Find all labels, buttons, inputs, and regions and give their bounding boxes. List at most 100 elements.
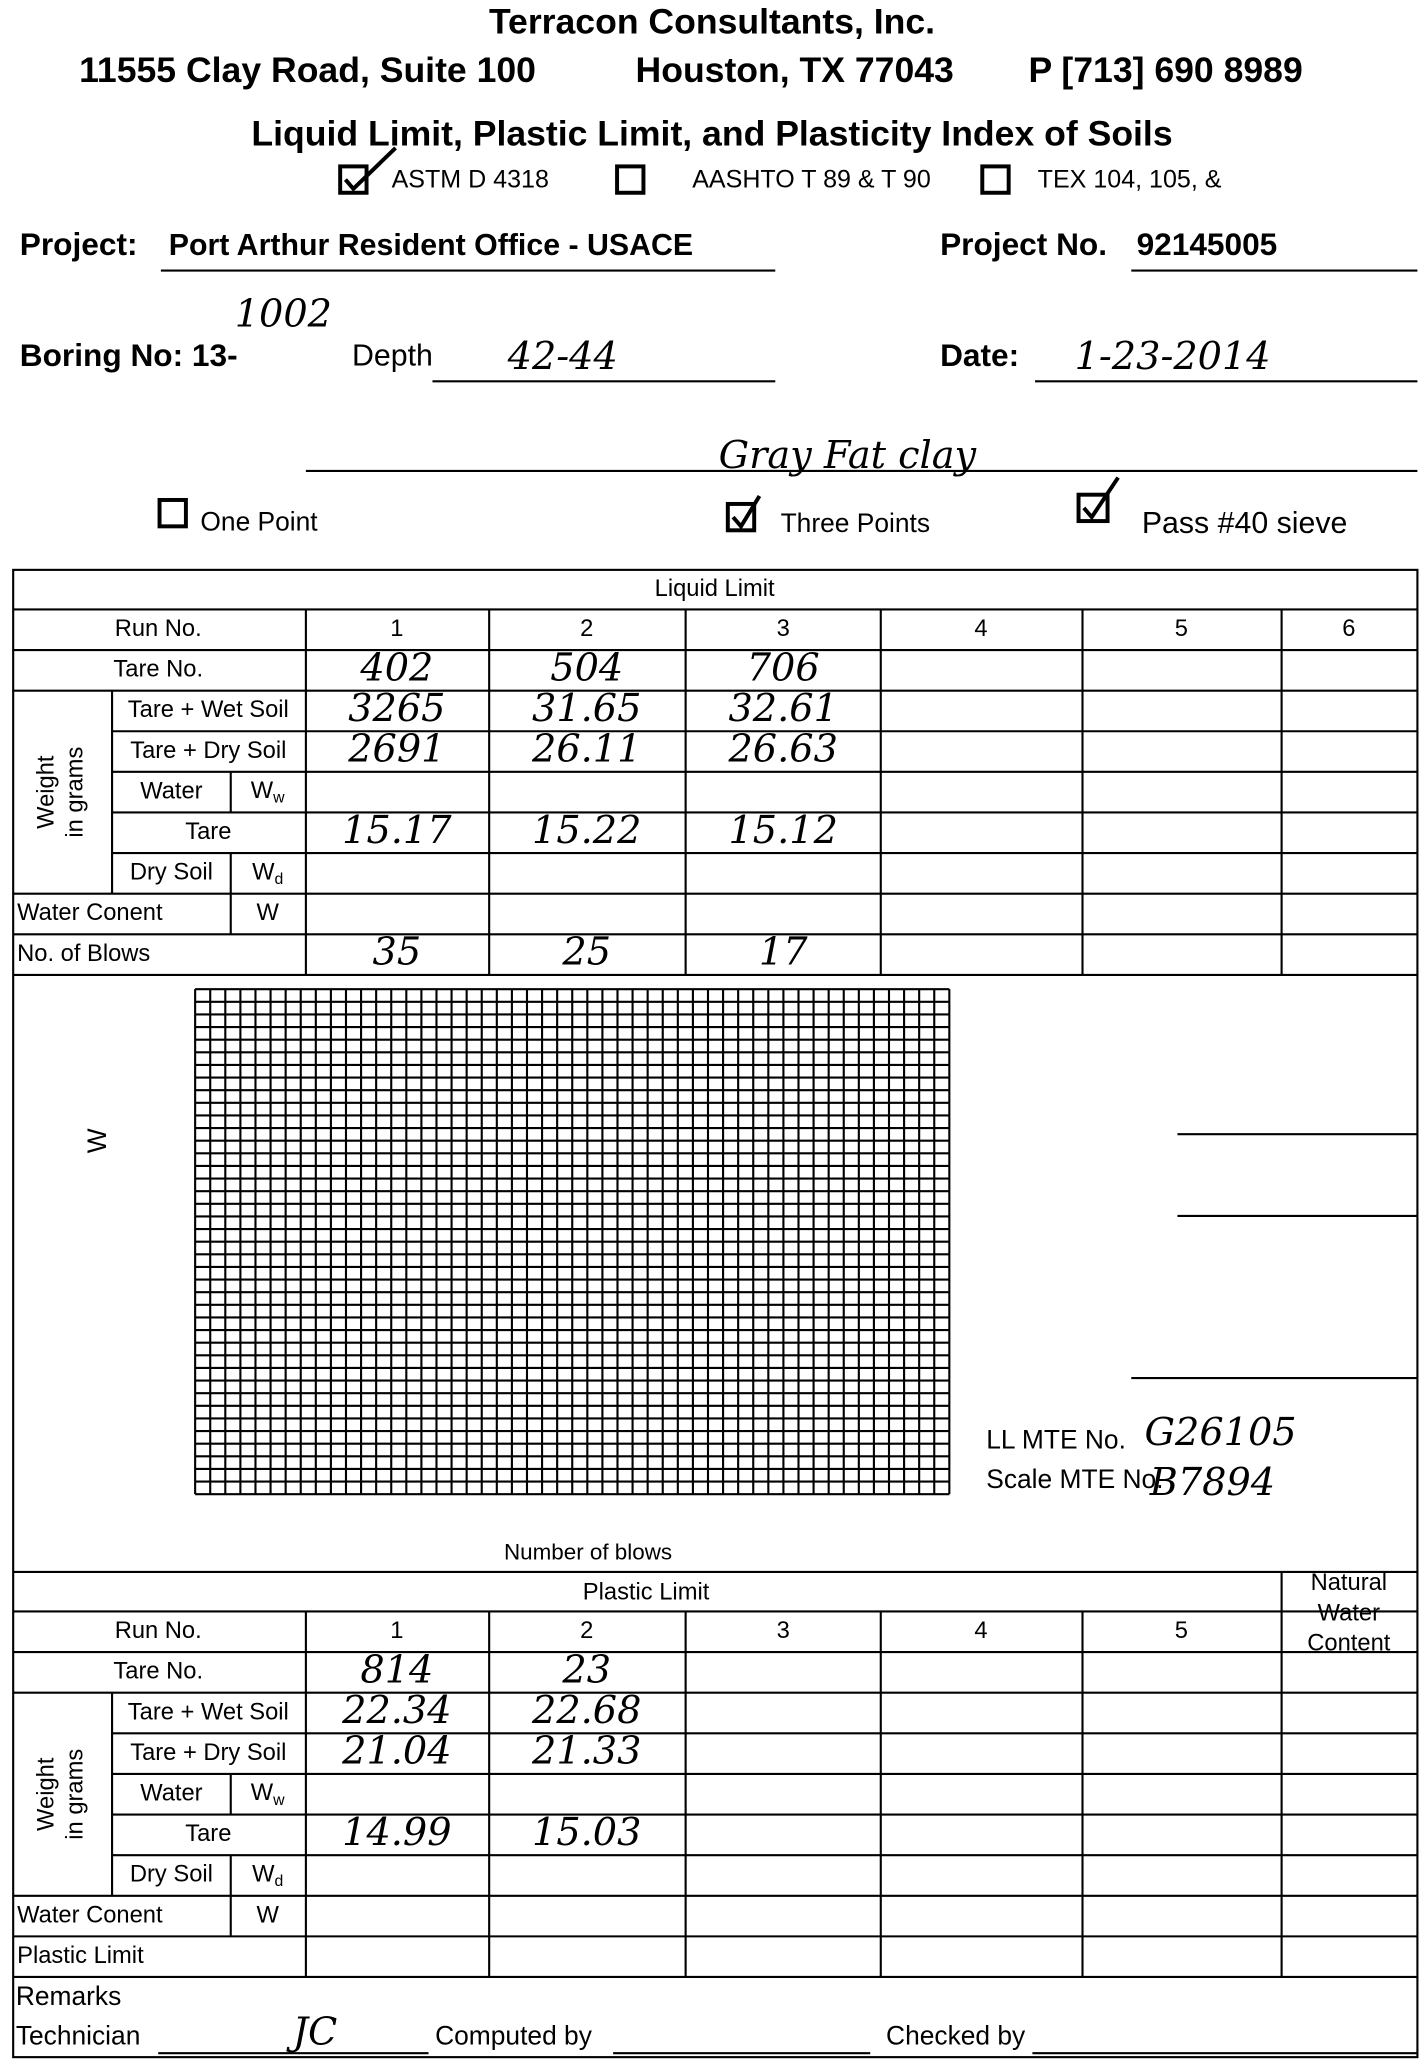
run-number: 2: [580, 1618, 593, 1644]
checkbox-tex: [980, 164, 1011, 195]
check-mark: [1082, 476, 1120, 521]
symbol-main: W: [252, 1862, 275, 1888]
entry: 23: [561, 1648, 611, 1692]
row-label: Tare: [185, 1821, 231, 1847]
standard: TEX 104, 105, &: [1038, 166, 1222, 194]
entry: 22.68: [531, 1689, 641, 1733]
entry: 21.04: [341, 1730, 451, 1774]
label: Project:: [20, 226, 138, 262]
entry: 15.12: [728, 809, 837, 853]
entry: B7894: [1149, 1461, 1275, 1505]
row-label: No. of Blows: [17, 941, 150, 967]
run-number: 1: [390, 616, 403, 642]
label: Technician: [16, 2020, 141, 2050]
label: Boring No: 13-: [20, 337, 238, 373]
row-label: Tare: [185, 819, 231, 845]
row-label: Water Conent: [17, 900, 163, 926]
section-title: Plastic Limit: [583, 1579, 710, 1605]
label: Date:: [940, 337, 1019, 373]
entry: 15.22: [532, 809, 641, 853]
label: LL MTE No.: [986, 1424, 1126, 1454]
entry: JC: [286, 2011, 338, 2055]
column-header: Water: [1318, 1600, 1380, 1626]
run-number: 6: [1342, 616, 1355, 642]
option: Three Points: [781, 508, 930, 538]
entry: 31.65: [532, 687, 641, 731]
check-mark: [731, 494, 762, 530]
symbol-main: W: [252, 860, 275, 886]
entry: 21.33: [531, 1730, 641, 1774]
section-title: Liquid Limit: [655, 576, 775, 602]
symbol-sub: w: [272, 790, 285, 807]
row-label: Tare No.: [113, 657, 203, 683]
entry: 32.61: [728, 687, 837, 731]
symbol: Ww: [251, 1781, 285, 1809]
label: Scale MTE No.: [986, 1464, 1163, 1494]
entry: G26105: [1144, 1411, 1296, 1455]
entry: 15.17: [342, 809, 452, 853]
label: Project No.: [940, 226, 1107, 262]
group-label: Weight: [34, 1757, 60, 1831]
group-label: Weight: [34, 755, 60, 829]
form-title: Liquid Limit, Plastic Limit, and Plastic…: [251, 113, 1172, 153]
run-number: 4: [974, 1618, 987, 1644]
row-label: Tare + Dry Soil: [130, 1740, 286, 1766]
date: 1-23-2014: [1075, 335, 1271, 379]
entry: 706: [747, 646, 820, 690]
row-label: Dry Soil: [130, 1862, 213, 1888]
entry: 26.63: [727, 728, 837, 772]
run-number: 5: [1175, 616, 1188, 642]
address: 11555 Clay Road, Suite 100: [79, 50, 536, 90]
entry: 14.99: [342, 1811, 451, 1855]
run-number: 5: [1175, 1618, 1188, 1644]
table-frame: [12, 568, 1419, 2059]
run-number: 4: [974, 616, 987, 642]
entry: 402: [359, 646, 433, 690]
symbol-sub: d: [274, 871, 283, 888]
entry: 814: [360, 1648, 433, 1692]
symbol-main: W: [251, 778, 274, 804]
run-number: 2: [580, 616, 593, 642]
row-label: Tare + Dry Soil: [130, 738, 286, 764]
company: Terracon Consultants, Inc.: [489, 1, 935, 41]
entry: 25: [561, 931, 611, 975]
standard: ASTM D 4318: [392, 166, 549, 194]
label: Computed by: [435, 2020, 593, 2050]
group-label: in grams: [63, 747, 89, 838]
run-number: 3: [777, 1618, 790, 1644]
entry: 17: [759, 931, 808, 975]
entry: 2691: [347, 728, 445, 772]
project-number: 92145005: [1137, 226, 1278, 262]
entry: 3265: [348, 687, 445, 731]
symbol: Ww: [251, 778, 285, 806]
row-label: Run No.: [115, 616, 202, 642]
symbol: W: [256, 900, 279, 926]
phone: P [713] 690 8989: [1028, 50, 1302, 90]
row-label: Tare + Wet Soil: [128, 697, 289, 723]
symbol-main: W: [251, 1781, 274, 1807]
option: One Point: [200, 507, 318, 537]
row-label: Run No.: [115, 1618, 202, 1644]
depth: 42-44: [507, 335, 618, 379]
project-name: Port Arthur Resident Office - USACE: [169, 229, 693, 262]
graph-grid: [194, 988, 951, 1496]
column-header: Natural: [1311, 1570, 1387, 1596]
row-label: Water Conent: [17, 1902, 163, 1928]
row-label: Tare No.: [113, 1659, 203, 1685]
row-label: Tare + Wet Soil: [128, 1699, 289, 1725]
label: Depth: [352, 340, 433, 373]
axis-label: W: [82, 1128, 112, 1153]
group-label: in grams: [63, 1749, 89, 1840]
symbol: W: [256, 1902, 279, 1928]
entry: 504: [550, 646, 623, 690]
entry: 15.03: [532, 1811, 641, 1855]
run-number: 1: [390, 1618, 403, 1644]
entry: 26.11: [531, 728, 641, 772]
row-label: Water: [140, 1781, 202, 1807]
symbol: Wd: [252, 1862, 283, 1890]
remarks: Remarks: [16, 1981, 121, 2011]
